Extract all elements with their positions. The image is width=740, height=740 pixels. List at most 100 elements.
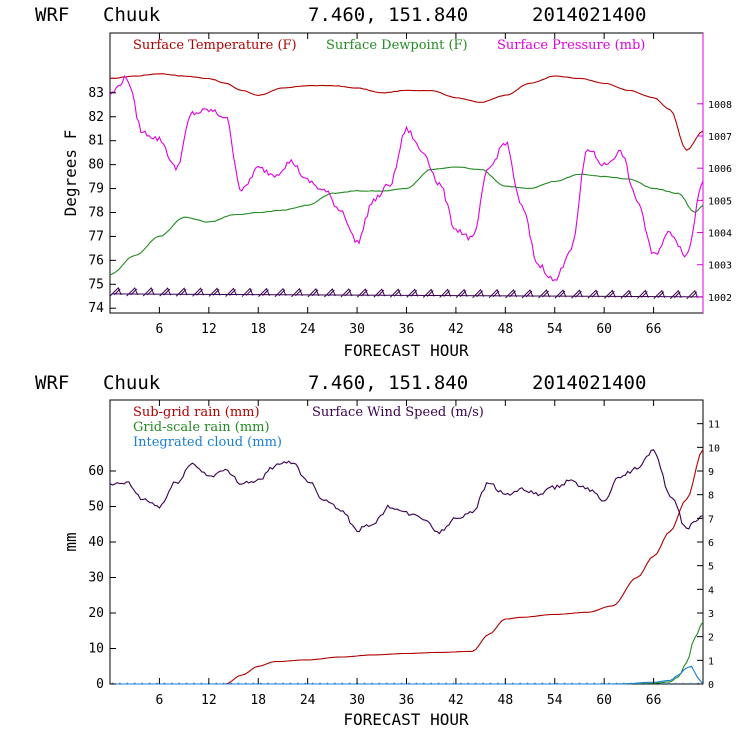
chart1-xtick-label: 18 [250,693,266,708]
chart0-y2tick-label: 1008 [708,100,732,111]
chart0-ytick-label: 82 [88,110,104,125]
chart0-ytick-label: 83 [88,86,104,101]
chart1-cloud-zero-dot [437,682,440,685]
chart1-cloud-zero-dot [141,682,144,685]
chart0-legend-pressure: Surface Pressure (mb) [497,38,645,53]
chart1-cloud-zero-dot [415,682,418,685]
chart1-xtick-label: 60 [596,693,612,708]
chart0-ytick-label: 76 [88,253,104,268]
chart0-wind-barb [274,287,287,298]
chart1-cloud-zero-dot [326,682,329,685]
chart0-wind-barb [373,288,386,298]
chart1-xtick-label: 42 [448,693,464,708]
chart1-cloud-zero-dot [289,682,292,685]
chart0-ytick-label: 75 [88,277,104,292]
chart0-xtick-label: 24 [300,322,316,337]
chart1-cloud-zero-dot [489,682,492,685]
chart0-xtick-label: 18 [250,322,266,337]
chart1-cloud-zero-dot [422,682,425,685]
chart0-y2tick-label: 1007 [708,132,732,143]
chart1-legend-gridscale: Grid-scale rain (mm) [133,420,270,435]
chart1-cloud-zero-dot [408,682,410,685]
chart1-cloud-zero-dot [400,682,403,685]
chart0-wind-barb [554,289,567,299]
chart1-cloud-zero-dot [148,682,151,685]
chart1-cloud-zero-dot [170,682,173,685]
chart0-wind-barb [324,288,336,298]
chart0-wind-barb [636,289,649,299]
chart0-xtick-label: 12 [201,322,217,337]
chart0-ytick-label: 78 [88,205,104,220]
chart0-y2tick-label: 1006 [708,164,732,175]
chart0-xtick-label: 48 [498,322,514,337]
chart1-cloud-zero-dot [682,682,685,685]
chart0-xaxis-label: FORECAST HOUR [343,341,469,360]
chart0-wind-barb [686,289,699,300]
chart1-cloud-zero-dot [467,682,470,685]
chart0-wind-barb [109,287,122,297]
chart0-coords-label: 7.460, 151.840 [308,4,468,26]
chart1-cloud-zero-dot [482,682,484,685]
chart1-xtick-label: 66 [646,693,662,708]
chart0-wind-barb [422,288,435,298]
chart1-cloud-zero-dot [237,682,240,685]
chart0-wind-barb [439,288,452,298]
chart1-cloud-zero-dot [637,682,640,685]
chart0-wind-barb [505,289,518,299]
chart0-wind-barb [307,288,320,298]
chart0-series-line-temperature [109,73,704,152]
chart1-cloud-zero-dot [526,682,529,685]
chart1-ytick-label: 40 [88,535,104,550]
chart0-ytick-label: 77 [88,229,104,244]
chart1-xaxis-label: FORECAST HOUR [343,710,469,729]
chart1-cloud-zero-dot [556,682,559,685]
chart0-series-line-pressure [109,74,704,282]
chart1-cloud-zero-dot [667,682,670,685]
chart1-cloud-zero-dot [645,682,648,685]
chart1-cloud-zero-dot [319,682,321,685]
chart1-cloud-zero-dot [259,682,262,685]
chart1-cloud-zero-dot [244,682,247,685]
chart1-y2tick-label: 6 [708,538,714,549]
chart1-cloud-zero-dot [341,682,344,685]
chart0-wind-barb [538,289,550,299]
chart1-cloud-zero-dot [474,682,477,685]
chart1-cloud-zero-dot [304,682,307,685]
chart1-y2tick-label: 4 [708,585,714,596]
chart1-cloud-zero-dot [459,682,462,685]
chart1-cloud-zero-dot [133,682,136,685]
chart1-cloud-zero-dot [185,682,188,685]
chart1-ytick-label: 60 [88,464,104,479]
chart0-wind-barb [340,288,353,298]
chart0-ticks-group: 6 12 18 24 30 36 42 48 54 60 66 74 75 76 77 78 79 80 81 82 8… [88,33,732,337]
chart1-cloud-zero-dot [600,682,603,685]
chart1-ytick-label: 10 [88,642,104,657]
chart1-cloud-zero-dot [215,682,218,685]
chart1-cloud-zero-dot [393,682,396,685]
chart0-wind-barb [521,289,534,299]
chart1-y2tick-label: 2 [708,633,714,644]
chart1-ytick-label: 50 [88,500,104,515]
chart0-wind-barb [604,289,616,299]
chart1-cloud-zero-dot [296,682,299,685]
chart1-xtick-label: 6 [156,693,164,708]
chart1-cloud-zero-dot [563,682,566,685]
chart0-wind-barb [126,287,139,297]
chart0-plot-frame [109,32,704,314]
chart1-series-line-wind [109,449,704,535]
chart0-yaxis-label: Degrees F [61,130,80,217]
chart0-wind-barb [406,288,419,298]
chart0-ytick-label: 81 [88,134,104,149]
chart1-cloud-zero-dot [378,682,381,685]
chart0-station-label: Chuuk [103,4,161,26]
chart1-cloud-zero-dot [497,682,499,685]
chart1-cloud-zero-dot [548,682,551,685]
chart-temperature-pressure: WRF Chuuk 7.460, 151.840 2014021400 6 12 1… [35,4,732,360]
chart1-cloud-zero-dot [363,682,366,685]
chart1-cloud-zero-dot [608,682,611,685]
chart0-wind-barb [258,287,270,297]
chart1-series-line-subgrid [110,449,704,685]
chart0-series-group [109,73,704,300]
chart1-xtick-label: 36 [399,693,415,708]
chart1-y2tick-label: 11 [708,420,720,431]
